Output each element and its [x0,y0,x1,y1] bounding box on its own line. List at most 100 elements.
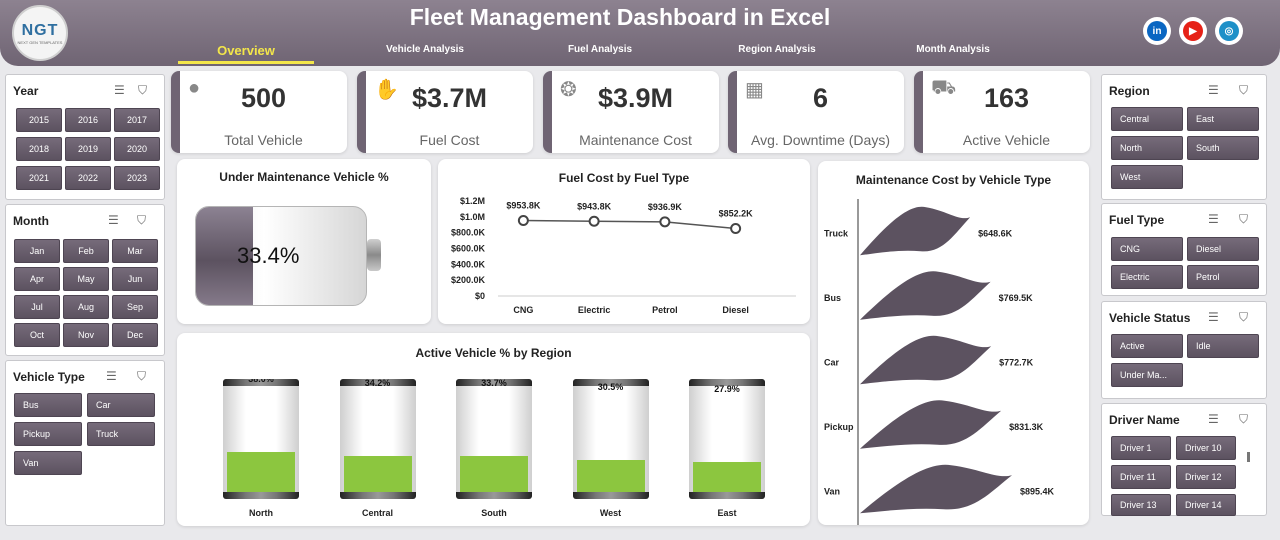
page-title: Fleet Management Dashboard in Excel [409,4,831,30]
slicer-item[interactable]: Driver 13 [1111,494,1171,516]
slicer-item[interactable]: Sep [112,295,158,319]
scrollbar-thumb[interactable] [1247,452,1250,462]
cylinder-cap [456,492,532,499]
multi-select-icon[interactable]: ☰ [1208,83,1219,97]
kpi-total-vehicle: ● 500 Total Vehicle [171,71,347,153]
slicer-item[interactable]: Jun [112,267,158,291]
globe-icon[interactable]: ◎ [1215,17,1243,45]
multi-select-icon[interactable]: ☰ [114,83,125,97]
slicer-title: Fuel Type [1109,213,1165,227]
slicer-item[interactable]: Mar [112,239,158,263]
cylinder-cap [223,379,299,386]
slicer-item[interactable]: Aug [63,295,109,319]
slicer-item[interactable]: Apr [14,267,60,291]
slicer-item[interactable]: Electric [1111,265,1183,289]
slicer-item[interactable]: Oct [14,323,60,347]
clear-filter-icon[interactable]: ⛉ [1239,212,1249,226]
slicer-item[interactable]: 2023 [114,166,160,190]
slicer-item[interactable]: Driver 12 [1176,465,1236,489]
cylinder-cap [689,492,765,499]
user-icon: ● [188,77,201,99]
y-tick-label: $800.0K [451,228,486,238]
slicer-item[interactable]: 2016 [65,108,111,132]
cylinder-cap [223,492,299,499]
data-point [659,216,671,228]
slicer-item[interactable]: Diesel [1187,237,1259,261]
clear-filter-icon[interactable]: ⛉ [137,213,147,227]
multi-select-icon[interactable]: ☰ [1208,212,1219,226]
bar [860,206,971,256]
slicer-item[interactable]: Driver 11 [1111,465,1171,489]
slicer-item[interactable]: May [63,267,109,291]
slicer-item[interactable]: Driver 14 [1176,494,1236,516]
data-label: $953.8K [506,200,541,210]
slicer-item[interactable]: Nov [63,323,109,347]
slicer-title: Month [13,214,49,228]
slicer-item[interactable]: South [1187,136,1259,160]
cylinder-bar: 38.0% [223,379,299,499]
slicer-item[interactable]: Car [87,393,155,417]
slicer-item[interactable]: Truck [87,422,155,446]
slicer-item[interactable]: Bus [14,393,82,417]
slicer-item[interactable]: Jan [14,239,60,263]
clear-filter-icon[interactable]: ⛉ [1239,83,1249,97]
clear-filter-icon[interactable]: ⛉ [137,369,147,383]
tab-fuel-analysis[interactable]: Fuel Analysis [567,44,633,55]
slicer-item[interactable]: Feb [63,239,109,263]
slicer-item[interactable]: North [1111,136,1183,160]
linkedin-icon[interactable]: in [1143,17,1171,45]
slicer-year: Year ☰ ⛉ 2015 2016 2017 2018 2019 2020 2… [5,74,165,200]
tab-vehicle-analysis[interactable]: Vehicle Analysis [385,44,464,55]
slicer-item[interactable]: Petrol [1187,265,1259,289]
data-label: $769.5K [999,293,1034,303]
y-tick-label: Truck [824,228,849,238]
slicer-item[interactable]: 2015 [16,108,62,132]
data-label: 33.4% [237,243,300,268]
slicer-item[interactable]: Central [1111,107,1183,131]
chart-title: Maintenance Cost by Vehicle Type [855,173,1052,187]
slicer-item[interactable]: Dec [112,323,158,347]
slicer-item[interactable]: CNG [1111,237,1183,261]
youtube-icon[interactable]: ▶ [1179,17,1207,45]
slicer-item[interactable]: 2017 [114,108,160,132]
y-tick-label: Pickup [824,422,854,432]
kpi-active-vehicle: ⛟ 163 Active Vehicle [914,71,1090,153]
multi-select-icon[interactable]: ☰ [108,213,119,227]
slicer-item[interactable]: 2019 [65,137,111,161]
slicer-item[interactable]: Pickup [14,422,82,446]
bar [227,451,295,492]
slicer-item[interactable]: 2022 [65,166,111,190]
multi-select-icon[interactable]: ☰ [106,369,117,383]
multi-select-icon[interactable]: ☰ [1208,412,1219,426]
clear-filter-icon[interactable]: ⛉ [1239,310,1249,324]
bar [460,456,528,492]
slicer-item[interactable]: Idle [1187,334,1259,358]
cylinder-cap [572,492,649,499]
slicer-month: Month ☰ ⛉ Jan Feb Mar Apr May Jun Jul Au… [5,204,165,356]
data-label: $936.9K [648,202,683,212]
tab-month-analysis[interactable]: Month Analysis [916,44,990,55]
slicer-item[interactable]: Van [14,451,82,475]
active-tab-underline [178,61,314,64]
clear-filter-icon[interactable]: ⛉ [1239,412,1249,426]
y-tick-label: $0 [475,291,485,301]
clear-filter-icon[interactable]: ⛉ [138,83,148,97]
slicer-item[interactable]: East [1187,107,1259,131]
slicer-item[interactable]: Driver 10 [1176,436,1236,460]
slicer-item[interactable]: Active [1111,334,1183,358]
tab-overview[interactable]: Overview [217,43,275,58]
multi-select-icon[interactable]: ☰ [1208,310,1219,324]
under-maintenance-card: Under Maintenance Vehicle % 33.4% [177,159,431,324]
y-tick-label: $600.0K [451,244,486,254]
slicer-item[interactable]: 2020 [114,137,160,161]
slicer-item[interactable]: West [1111,165,1183,189]
slicer-item[interactable]: 2018 [16,137,62,161]
slicer-item[interactable]: 2021 [16,166,62,190]
slicer-item[interactable]: Driver 1 [1111,436,1171,460]
chart-title: Fuel Cost by Fuel Type [558,171,690,185]
slicer-title: Region [1109,84,1150,98]
slicer-region: Region ☰ ⛉ Central East North South West [1101,74,1267,200]
slicer-item[interactable]: Under Ma... [1111,363,1183,387]
slicer-item[interactable]: Jul [14,295,60,319]
tab-region-analysis[interactable]: Region Analysis [738,44,816,55]
